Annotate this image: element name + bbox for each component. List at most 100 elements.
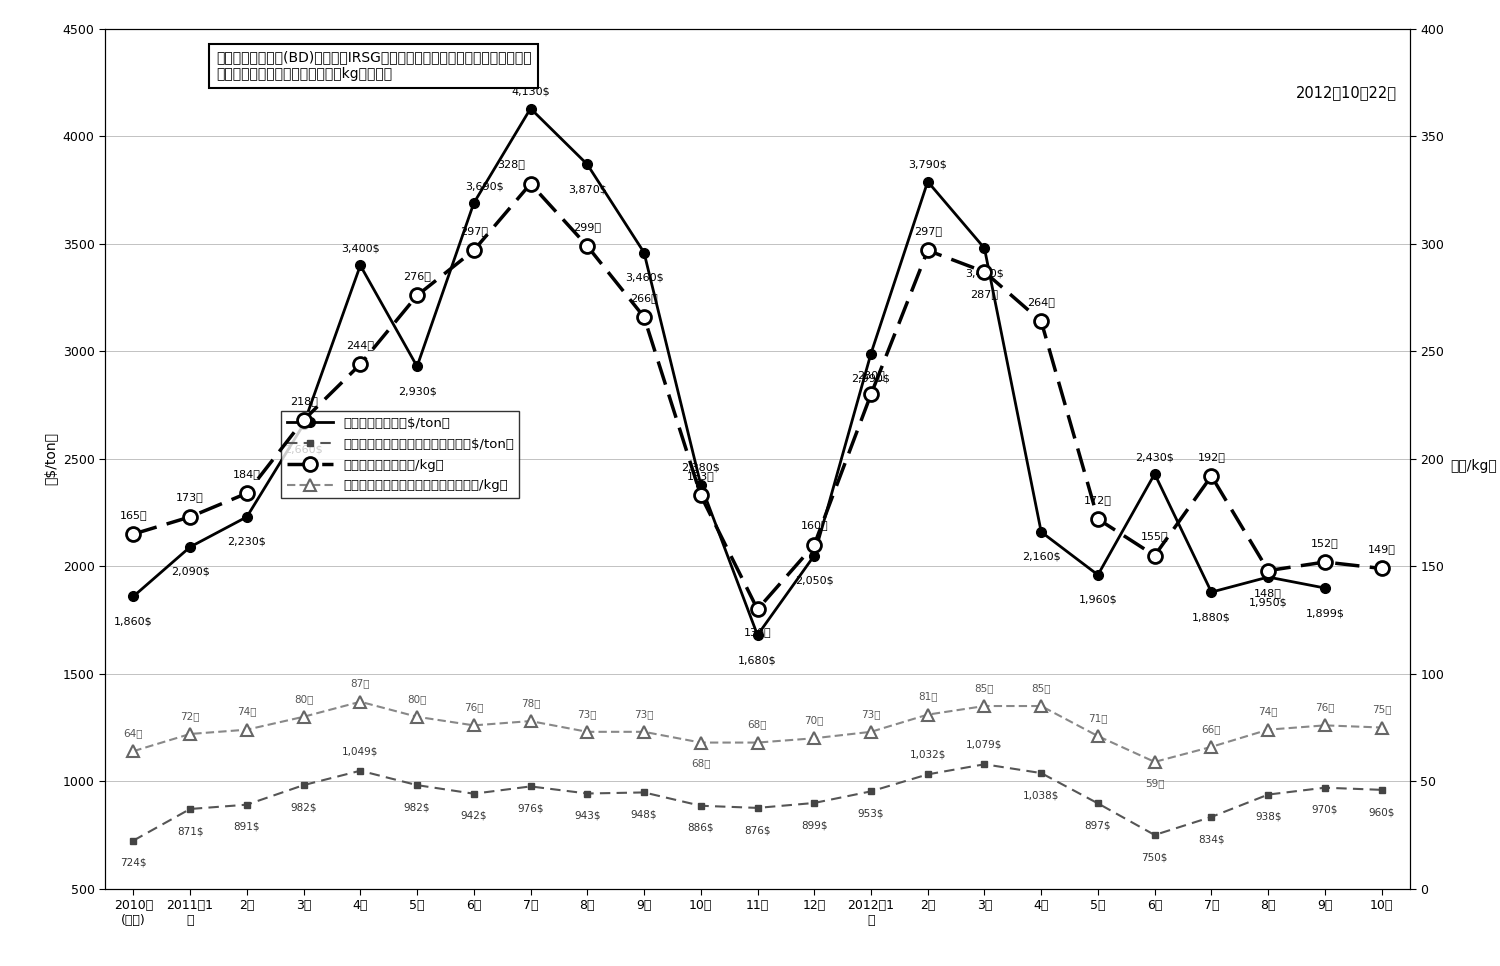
Y-axis label: （$/ton）: （$/ton） — [44, 433, 57, 485]
Text: 230円: 230円 — [856, 370, 885, 380]
アジアＢＤ価格（円/kg） — [1032, 316, 1050, 327]
Text: 899$: 899$ — [801, 820, 828, 830]
Text: 3,480$: 3,480$ — [964, 269, 1004, 278]
Text: 80円: 80円 — [408, 694, 428, 703]
Text: 1,899$: 1,899$ — [1305, 608, 1344, 618]
Legend: アジアＢＤ価格（$/ton）, ナフサ東京オープンスペック価格（$/ton）, アジアＢＤ価格（円/kg）, ナフサ東京オープンスペック価格（円/kg）: アジアＢＤ価格（$/ton）, ナフサ東京オープンスペック価格（$/ton）, … — [280, 412, 519, 497]
ナフサ東京オープンスペック価格（円/kg） — [918, 709, 936, 721]
アジアＢＤ価格（$/ton） — [975, 242, 993, 254]
Text: 948$: 948$ — [632, 810, 657, 820]
Text: 3,400$: 3,400$ — [340, 243, 380, 254]
アジアＢＤ価格（$/ton） — [1316, 582, 1334, 594]
ナフサ東京オープンスペック価格（円/kg） — [522, 715, 540, 726]
Text: 1,049$: 1,049$ — [342, 747, 378, 756]
ナフサ東京オープンスペック価格（円/kg） — [294, 711, 312, 723]
Text: 68円: 68円 — [747, 720, 766, 729]
アジアＢＤ価格（円/kg） — [522, 178, 540, 189]
アジアＢＤ価格（$/ton） — [748, 629, 766, 640]
ナフサ東京オープンスペック価格（円/kg） — [579, 726, 597, 738]
アジアＢＤ価格（$/ton） — [1146, 469, 1164, 480]
アジアＢＤ価格（円/kg） — [1316, 556, 1334, 568]
ナフサ東京オープンスペック価格（$/ton） — [294, 780, 312, 791]
Text: 81円: 81円 — [918, 692, 938, 701]
Text: 1,880$: 1,880$ — [1192, 612, 1231, 622]
Text: 2,930$: 2,930$ — [398, 386, 436, 396]
Text: 184円: 184円 — [232, 469, 261, 479]
Text: 2,050$: 2,050$ — [795, 576, 834, 585]
アジアＢＤ価格（円/kg） — [806, 539, 824, 551]
アジアＢＤ価格（円/kg） — [1146, 550, 1164, 561]
Text: 287円: 287円 — [970, 289, 999, 299]
Text: 74円: 74円 — [237, 706, 256, 717]
ナフサ東京オープンスペック価格（$/ton） — [465, 788, 483, 800]
Text: 2,660$: 2,660$ — [285, 444, 322, 454]
ナフサ東京オープンスペック価格（円/kg） — [351, 696, 369, 707]
Text: 960$: 960$ — [1368, 807, 1395, 817]
Text: 130円: 130円 — [744, 627, 771, 637]
Text: 80円: 80円 — [294, 694, 314, 703]
Text: 1,079$: 1,079$ — [966, 740, 1002, 750]
Text: 750$: 750$ — [1142, 852, 1168, 863]
Text: 74円: 74円 — [1258, 706, 1278, 717]
ナフサ東京オープンスペック価格（$/ton） — [1089, 798, 1107, 810]
Text: 276円: 276円 — [404, 271, 430, 281]
アジアＢＤ価格（円/kg） — [1089, 513, 1107, 525]
Line: ナフサ東京オープンスペック価格（$/ton）: ナフサ東京オープンスペック価格（$/ton） — [130, 761, 1385, 844]
Text: 73円: 73円 — [861, 709, 880, 719]
アジアＢＤ価格（$/ton） — [862, 348, 880, 359]
Text: 87円: 87円 — [351, 679, 370, 689]
Text: 192円: 192円 — [1197, 451, 1225, 462]
ナフサ東京オープンスペック価格（円/kg） — [124, 746, 142, 757]
ナフサ東京オープンスペック価格（$/ton） — [806, 797, 824, 809]
Text: 943$: 943$ — [574, 810, 600, 821]
Text: 165円: 165円 — [120, 510, 147, 520]
Text: 3,690$: 3,690$ — [465, 182, 504, 191]
ナフサ東京オープンスペック価格（円/kg） — [182, 728, 200, 740]
Text: 1,032$: 1,032$ — [909, 750, 946, 760]
アジアＢＤ価格（$/ton） — [408, 360, 426, 372]
アジアＢＤ価格（$/ton） — [579, 158, 597, 170]
ナフサ東京オープンスペック価格（円/kg） — [975, 700, 993, 712]
ナフサ東京オープンスペック価格（円/kg） — [692, 737, 709, 749]
ナフサ東京オープンスペック価格（$/ton） — [1203, 811, 1221, 823]
Text: 78円: 78円 — [520, 698, 540, 708]
ナフサ東京オープンスペック価格（円/kg） — [806, 732, 824, 744]
Text: 70円: 70円 — [804, 715, 824, 725]
Text: 76円: 76円 — [1316, 702, 1335, 712]
Text: 1,860$: 1,860$ — [114, 616, 153, 626]
Text: 876$: 876$ — [744, 825, 771, 836]
Text: 3,790$: 3,790$ — [909, 160, 946, 170]
Text: 2,990$: 2,990$ — [852, 374, 891, 384]
ナフサ東京オープンスペック価格（円/kg） — [1203, 741, 1221, 753]
ナフサ東京オープンスペック価格（$/ton） — [862, 785, 880, 797]
Text: 982$: 982$ — [291, 803, 316, 812]
Text: 2,090$: 2,090$ — [171, 567, 210, 577]
ナフサ東京オープンスペック価格（$/ton） — [1372, 784, 1390, 796]
アジアＢＤ価格（$/ton） — [692, 479, 709, 491]
Text: 953$: 953$ — [858, 809, 883, 818]
アジアＢＤ価格（円/kg） — [294, 414, 312, 426]
Text: 59円: 59円 — [1144, 778, 1164, 787]
Text: 724$: 724$ — [120, 858, 147, 867]
Text: 3,460$: 3,460$ — [624, 272, 663, 282]
ナフサ東京オープンスペック価格（$/ton） — [124, 835, 142, 846]
Line: ナフサ東京オープンスペック価格（円/kg）: ナフサ東京オープンスペック価格（円/kg） — [128, 696, 1388, 767]
Text: アジアブタジエン(BD)価格は、IRSG資料、商社情報等を基に事務局で推定。
単位は、＄／トンを事務局で円／kgに換算。: アジアブタジエン(BD)価格は、IRSG資料、商社情報等を基に事務局で推定。 単… — [216, 50, 531, 81]
ナフサ東京オープンスペック価格（$/ton） — [351, 765, 369, 777]
ナフサ東京オープンスペック価格（円/kg） — [862, 726, 880, 738]
Text: 244円: 244円 — [346, 340, 375, 350]
ナフサ東京オープンスペック価格（円/kg） — [748, 737, 766, 749]
アジアＢＤ価格（$/ton） — [294, 418, 312, 430]
ナフサ東京オープンスペック価格（$/ton） — [1032, 767, 1050, 779]
Text: 297円: 297円 — [460, 226, 488, 236]
アジアＢＤ価格（円/kg） — [408, 290, 426, 301]
アジアＢＤ価格（円/kg） — [182, 511, 200, 523]
Text: 3,870$: 3,870$ — [568, 185, 606, 194]
ナフサ東京オープンスペック価格（円/kg） — [408, 711, 426, 723]
Text: 148円: 148円 — [1254, 588, 1282, 598]
Text: 152円: 152円 — [1311, 537, 1340, 548]
ナフサ東京オープンスペック価格（円/kg） — [1089, 730, 1107, 742]
アジアＢＤ価格（円/kg） — [975, 266, 993, 277]
アジアＢＤ価格（円/kg） — [748, 604, 766, 615]
Text: 871$: 871$ — [177, 826, 204, 837]
